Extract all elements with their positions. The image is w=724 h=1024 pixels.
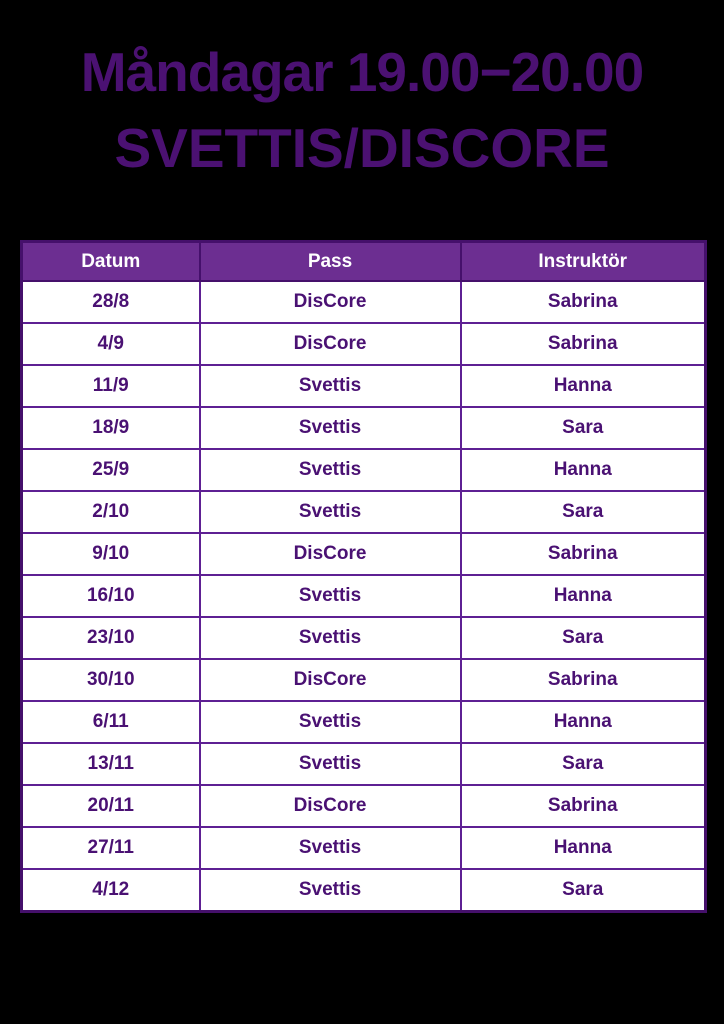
cell-datum: 11/9 [20, 364, 201, 408]
cell-pass: DisCore [198, 322, 462, 366]
class-name-title: SVETTIS/DISCORE [114, 117, 610, 179]
cell-datum: 20/11 [20, 784, 201, 828]
table-row: 6/11 Svettis Hanna [20, 700, 707, 744]
table-row: 28/8 DisCore Sabrina [20, 280, 707, 324]
cell-pass: Svettis [198, 490, 462, 534]
cell-pass: Svettis [198, 574, 462, 618]
cell-datum: 30/10 [20, 658, 201, 702]
cell-pass: Svettis [198, 448, 462, 492]
cell-instruktor: Hanna [459, 826, 707, 870]
cell-instruktor: Sara [459, 406, 707, 450]
table-row: 16/10 Svettis Hanna [20, 574, 707, 618]
column-header-instruktor: Instruktör [459, 240, 707, 282]
cell-datum: 4/9 [20, 322, 201, 366]
table-row: 4/12 Svettis Sara [20, 868, 707, 913]
cell-instruktor: Sabrina [459, 658, 707, 702]
cell-datum: 2/10 [20, 490, 201, 534]
cell-instruktor: Sara [459, 616, 707, 660]
schedule-time-title: Måndagar 19.00−20.00 [80, 41, 644, 103]
table-row: 25/9 Svettis Hanna [20, 448, 707, 492]
table-row: 4/9 DisCore Sabrina [20, 322, 707, 366]
cell-datum: 13/11 [20, 742, 201, 786]
cell-instruktor: Sara [459, 742, 707, 786]
cell-pass: DisCore [198, 784, 462, 828]
cell-datum: 4/12 [20, 868, 201, 913]
table-row: 18/9 Svettis Sara [20, 406, 707, 450]
poster-header: Måndagar 19.00−20.00 SVETTIS/DISCORE [0, 36, 724, 184]
cell-datum: 27/11 [20, 826, 201, 870]
schedule-table: Datum Pass Instruktör 28/8 DisCore Sabrina 4/… [20, 240, 707, 913]
cell-instruktor: Sabrina [459, 532, 707, 576]
header-row: Datum Pass Instruktör [20, 240, 707, 282]
cell-pass: Svettis [198, 742, 462, 786]
cell-instruktor: Hanna [459, 700, 707, 744]
cell-datum: 23/10 [20, 616, 201, 660]
schedule-table-header: Datum Pass Instruktör [20, 240, 707, 282]
column-header-pass: Pass [198, 240, 462, 282]
table-row: 13/11 Svettis Sara [20, 742, 707, 786]
table-row: 23/10 Svettis Sara [20, 616, 707, 660]
cell-pass: Svettis [198, 826, 462, 870]
table-row: 30/10 DisCore Sabrina [20, 658, 707, 702]
cell-instruktor: Sabrina [459, 280, 707, 324]
cell-pass: Svettis [198, 406, 462, 450]
cell-instruktor: Hanna [459, 448, 707, 492]
table-row: 20/11 DisCore Sabrina [20, 784, 707, 828]
cell-datum: 18/9 [20, 406, 201, 450]
table-row: 2/10 Svettis Sara [20, 490, 707, 534]
cell-pass: DisCore [198, 280, 462, 324]
cell-datum: 25/9 [20, 448, 201, 492]
cell-instruktor: Hanna [459, 574, 707, 618]
cell-pass: Svettis [198, 364, 462, 408]
cell-datum: 9/10 [20, 532, 201, 576]
table-row: 11/9 Svettis Hanna [20, 364, 707, 408]
cell-instruktor: Sabrina [459, 322, 707, 366]
schedule-table-body: 28/8 DisCore Sabrina 4/9 DisCore Sabrina 11/9 S… [20, 280, 707, 913]
cell-pass: DisCore [198, 658, 462, 702]
cell-instruktor: Sara [459, 868, 707, 913]
cell-datum: 6/11 [20, 700, 201, 744]
cell-instruktor: Hanna [459, 364, 707, 408]
cell-pass: Svettis [198, 868, 462, 913]
table-row: 27/11 Svettis Hanna [20, 826, 707, 870]
cell-instruktor: Sabrina [459, 784, 707, 828]
table-row: 9/10 DisCore Sabrina [20, 532, 707, 576]
cell-pass: DisCore [198, 532, 462, 576]
cell-datum: 28/8 [20, 280, 201, 324]
cell-datum: 16/10 [20, 574, 201, 618]
cell-pass: Svettis [198, 700, 462, 744]
cell-instruktor: Sara [459, 490, 707, 534]
column-header-datum: Datum [20, 240, 201, 282]
cell-pass: Svettis [198, 616, 462, 660]
